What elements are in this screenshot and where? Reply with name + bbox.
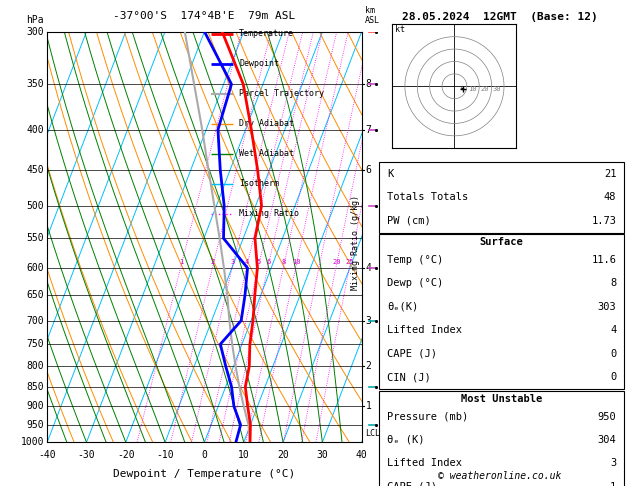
Text: 2: 2 (211, 259, 215, 265)
Text: CAPE (J): CAPE (J) (387, 349, 437, 359)
Text: 8: 8 (282, 259, 286, 265)
Text: 750: 750 (26, 339, 44, 349)
Text: 4: 4 (610, 325, 616, 335)
Text: 800: 800 (26, 361, 44, 371)
Text: -37°00'S  174°4B'E  79m ASL: -37°00'S 174°4B'E 79m ASL (113, 11, 296, 21)
Text: 950: 950 (26, 420, 44, 430)
Text: Pressure (mb): Pressure (mb) (387, 412, 468, 421)
Text: km
ASL: km ASL (365, 6, 380, 25)
Text: © weatheronline.co.uk: © weatheronline.co.uk (438, 471, 562, 481)
Text: 28.05.2024  12GMT  (Base: 12): 28.05.2024 12GMT (Base: 12) (402, 12, 598, 22)
Text: 700: 700 (26, 315, 44, 326)
Text: Mixing Ratio: Mixing Ratio (239, 209, 299, 218)
Text: -10: -10 (156, 451, 174, 460)
Text: -30: -30 (77, 451, 96, 460)
Text: 550: 550 (26, 233, 44, 243)
Text: -40: -40 (38, 451, 56, 460)
Text: 20: 20 (332, 259, 341, 265)
Bar (379, 391, 624, 486)
Text: 8: 8 (365, 79, 371, 89)
Text: Dewpoint / Temperature (°C): Dewpoint / Temperature (°C) (113, 469, 296, 479)
Text: Lifted Index: Lifted Index (387, 458, 462, 469)
Text: 500: 500 (26, 201, 44, 211)
Text: 450: 450 (26, 165, 44, 175)
Text: 20: 20 (277, 451, 289, 460)
Text: 4: 4 (245, 259, 249, 265)
Text: 3: 3 (231, 259, 235, 265)
Text: 10: 10 (292, 259, 301, 265)
Text: 4: 4 (365, 263, 371, 273)
Text: 7: 7 (365, 125, 371, 135)
Text: 6: 6 (365, 165, 371, 175)
Text: 300: 300 (26, 27, 44, 36)
Text: Temp (°C): Temp (°C) (387, 255, 443, 265)
Text: 20: 20 (481, 86, 489, 92)
Text: CAPE (J): CAPE (J) (387, 482, 437, 486)
Text: Dewpoint: Dewpoint (239, 59, 279, 68)
Text: K: K (387, 169, 393, 179)
Text: 10: 10 (468, 86, 477, 92)
Text: 30: 30 (316, 451, 328, 460)
Text: hPa: hPa (26, 16, 44, 25)
Text: 10: 10 (238, 451, 250, 460)
Text: 1.73: 1.73 (591, 216, 616, 226)
Text: 304: 304 (598, 435, 616, 445)
Text: 400: 400 (26, 125, 44, 135)
Text: 40: 40 (356, 451, 367, 460)
Text: Temperature: Temperature (239, 29, 294, 38)
Bar (379, 234, 624, 389)
Text: 1: 1 (179, 259, 184, 265)
Text: 30: 30 (493, 86, 501, 92)
Text: θₑ (K): θₑ (K) (387, 435, 425, 445)
Bar (379, 162, 624, 232)
Text: 850: 850 (26, 382, 44, 392)
Text: 0: 0 (610, 372, 616, 382)
Text: 303: 303 (598, 302, 616, 312)
Text: LCL: LCL (365, 429, 381, 438)
Text: CIN (J): CIN (J) (387, 372, 431, 382)
Text: kt: kt (395, 25, 405, 34)
Text: θₑ(K): θₑ(K) (387, 302, 418, 312)
Text: 650: 650 (26, 290, 44, 300)
Text: 3: 3 (365, 315, 371, 326)
Text: Parcel Trajectory: Parcel Trajectory (239, 89, 324, 98)
Text: 0: 0 (610, 349, 616, 359)
Text: Surface: Surface (480, 237, 523, 247)
Text: Most Unstable: Most Unstable (461, 394, 542, 404)
Text: PW (cm): PW (cm) (387, 216, 431, 226)
Text: 1: 1 (365, 401, 371, 411)
Text: 8: 8 (610, 278, 616, 289)
Text: 48: 48 (604, 192, 616, 202)
Text: 900: 900 (26, 401, 44, 411)
Text: 600: 600 (26, 263, 44, 273)
Text: 350: 350 (26, 79, 44, 89)
Text: Dewp (°C): Dewp (°C) (387, 278, 443, 289)
Text: 1: 1 (610, 482, 616, 486)
Text: Isotherm: Isotherm (239, 179, 279, 188)
Text: 11.6: 11.6 (591, 255, 616, 265)
Text: 6: 6 (266, 259, 270, 265)
Text: 950: 950 (598, 412, 616, 421)
Text: 5: 5 (257, 259, 261, 265)
Text: 2: 2 (365, 361, 371, 371)
Text: Dry Adiabat: Dry Adiabat (239, 119, 294, 128)
Text: 0: 0 (201, 451, 208, 460)
Text: 25: 25 (345, 259, 354, 265)
Text: Mixing Ratio (g/kg): Mixing Ratio (g/kg) (351, 195, 360, 291)
Text: 3: 3 (610, 458, 616, 469)
Text: 21: 21 (604, 169, 616, 179)
Text: -20: -20 (117, 451, 135, 460)
Text: Wet Adiabat: Wet Adiabat (239, 149, 294, 158)
Text: Totals Totals: Totals Totals (387, 192, 468, 202)
Text: 1000: 1000 (21, 437, 44, 447)
Text: Lifted Index: Lifted Index (387, 325, 462, 335)
